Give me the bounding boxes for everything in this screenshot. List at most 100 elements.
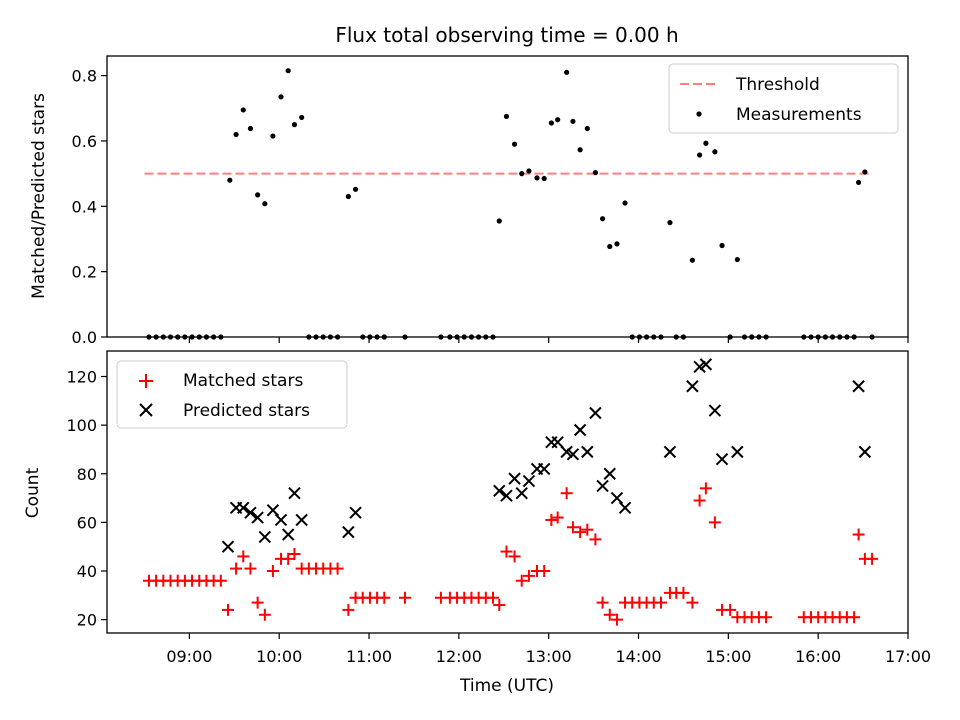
- predicted-stars-point: [221, 540, 235, 553]
- ratio-y-tick-label: 0.8: [72, 67, 97, 86]
- measurement-point: [160, 334, 166, 340]
- matched-stars-point: [258, 608, 271, 621]
- measurement-point: [291, 122, 298, 128]
- matched-stars-point: [398, 591, 411, 604]
- measurement-point: [270, 133, 276, 139]
- matched-stars-point: [699, 482, 712, 495]
- measurement-point: [614, 241, 620, 247]
- matched-stars-point: [538, 565, 551, 578]
- count-x-tick-label: 09:00: [166, 647, 212, 666]
- matched-stars-point: [760, 611, 773, 624]
- legend-predicted-label: Predicted stars: [183, 401, 310, 421]
- measurement-point: [320, 334, 326, 340]
- predicted-stars-point: [858, 445, 872, 459]
- measurement-point: [555, 117, 561, 123]
- measurement-point: [837, 334, 843, 340]
- count-x-tick-label: 17:00: [885, 647, 931, 666]
- count-panel: 20 40 60 80 100 120 09:00 10:00 11:00 12:00 13:00…: [23, 350, 931, 696]
- measurement-point: [696, 152, 703, 158]
- count-x-tick-label: 12:00: [436, 647, 482, 666]
- count-y-tick-label: 20: [77, 611, 97, 630]
- measurement-point: [763, 334, 769, 340]
- predicted-stars-point: [288, 487, 301, 500]
- ratio-legend-box: [668, 63, 899, 134]
- count-y-tick-label: 40: [77, 562, 97, 581]
- measurement-point: [719, 242, 725, 249]
- matched-stars-point: [486, 591, 499, 604]
- measurement-point: [468, 334, 475, 340]
- measurement-point: [577, 147, 583, 153]
- matched-stars-point: [545, 513, 558, 526]
- measurement-point: [519, 171, 525, 177]
- measurement-point: [218, 334, 224, 340]
- measurement-point: [667, 220, 673, 226]
- measurement-point: [869, 334, 875, 340]
- count-x-tick-label: 15:00: [705, 647, 751, 666]
- predicted-stars-point: [342, 525, 355, 539]
- measurement-point: [599, 216, 606, 222]
- chart-title: Flux total observing time = 0.00 h: [335, 23, 678, 47]
- measurement-point: [851, 334, 857, 340]
- matched-stars-point: [515, 574, 528, 587]
- count-x-tick-label: 11:00: [346, 647, 392, 666]
- measurement-point: [490, 334, 496, 340]
- predicted-stars-point: [573, 423, 587, 437]
- matched-stars-point: [581, 523, 594, 536]
- measurement-point: [240, 107, 246, 113]
- ratio-y-axis-label: Matched/Predicted stars: [29, 93, 49, 299]
- measurement-point: [689, 257, 696, 263]
- predicted-stars-point: [508, 472, 521, 485]
- measurement-point: [734, 256, 740, 263]
- predicted-stars-point: [244, 506, 257, 519]
- predicted-stars-point: [493, 484, 506, 497]
- predicted-stars-point: [715, 452, 729, 466]
- measurement-point: [278, 94, 284, 100]
- measurement-point: [255, 192, 261, 198]
- matched-stars-point: [237, 550, 250, 563]
- measurement-point: [175, 334, 181, 340]
- measurement-point: [233, 131, 239, 138]
- matched-stars-point: [560, 487, 573, 500]
- measurement-point: [503, 113, 510, 120]
- count-y-axis-label: Count: [23, 467, 43, 518]
- measurement-point: [703, 140, 709, 146]
- legend-measurements-swatch: [696, 111, 702, 117]
- matched-stars-point: [693, 494, 706, 507]
- predicted-stars-point: [281, 528, 295, 541]
- matched-stars-point: [244, 562, 257, 575]
- count-legend: Matched stars Predicted stars: [116, 360, 348, 429]
- predicted-stars-point: [618, 501, 632, 515]
- measurement-point: [360, 334, 366, 340]
- measurement-point: [808, 334, 814, 340]
- measurement-point: [673, 334, 679, 340]
- predicted-stars-point: [295, 513, 308, 527]
- legend-measurements-label: Measurements: [736, 105, 862, 125]
- measurement-point: [189, 334, 195, 340]
- predicted-stars-point: [663, 445, 677, 459]
- predicted-stars-point: [699, 358, 713, 371]
- measurement-point: [483, 334, 489, 340]
- measurement-point: [247, 125, 254, 132]
- predicted-stars-point: [852, 380, 865, 393]
- measurement-points: [146, 68, 875, 340]
- measurement-point: [345, 193, 351, 200]
- measurement-point: [651, 334, 657, 340]
- measurement-point: [829, 334, 836, 340]
- predicted-stars-point: [589, 406, 602, 420]
- ratio-y-tick-label: 0.0: [72, 328, 97, 347]
- measurement-point: [629, 334, 635, 340]
- count-y-tick-label: 60: [77, 513, 97, 532]
- measurement-point: [447, 334, 453, 340]
- count-x-ticks: 09:00 10:00 11:00 12:00 13:00 14:00 15:00 16:00…: [166, 633, 931, 666]
- ratio-panel-frame: [106, 55, 909, 338]
- ratio-y-tick-label: 0.4: [72, 197, 97, 216]
- measurement-point: [658, 334, 664, 340]
- predicted-stars-point: [610, 491, 624, 505]
- measurement-point: [749, 334, 755, 340]
- ratio-y-ticks: 0.0 0.2 0.4 0.6 0.8: [72, 67, 107, 347]
- measurement-point: [643, 334, 650, 340]
- measurement-point: [712, 149, 718, 155]
- matched-stars-point: [282, 552, 295, 565]
- matched-stars-point: [508, 550, 521, 563]
- count-x-tick-label: 14:00: [615, 647, 661, 666]
